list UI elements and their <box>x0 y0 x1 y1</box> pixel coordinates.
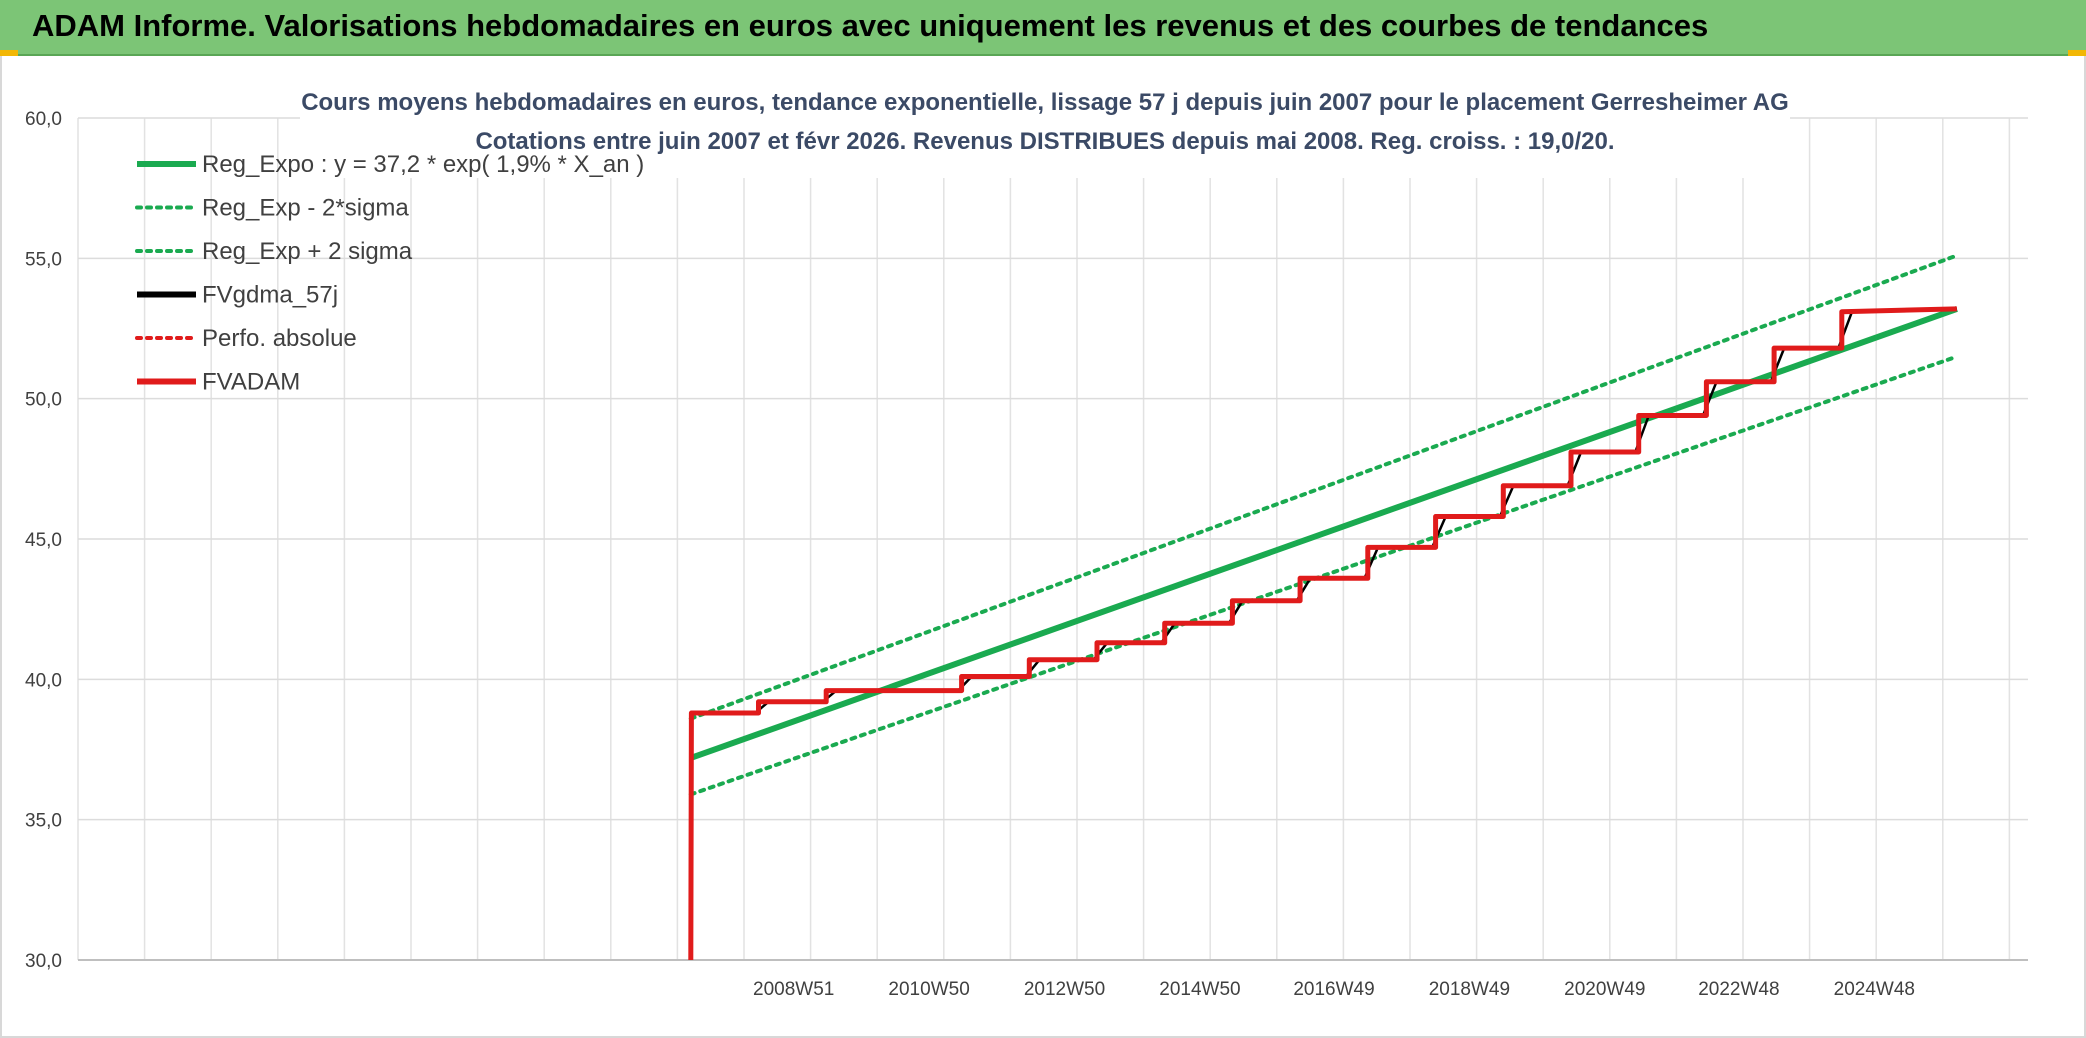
x-axis-ticks: 2008W51 2010W50 2012W50 2014W50 2016W49 2018W… <box>753 979 1915 1000</box>
x-tick-label: 2012W50 <box>1024 979 1105 1000</box>
chart-title: Cours moyens hebdomadaires en euros, ten… <box>301 89 1789 116</box>
y-tick-label: 55,0 <box>25 249 62 270</box>
legend-label: FVADAM <box>202 369 300 396</box>
chart-area: 30,0 35,0 40,0 45,0 50,0 55,0 60,0 2008W51 2010… <box>25 78 2028 1000</box>
x-tick-label: 2020W49 <box>1564 979 1645 1000</box>
x-tick-label: 2008W51 <box>753 979 834 1000</box>
series-line <box>688 253 1959 721</box>
frame-right <box>2084 56 2086 1038</box>
y-tick-label: 60,0 <box>25 109 62 130</box>
chart-subtitle: Cotations entre juin 2007 et févr 2026. … <box>475 128 1614 155</box>
header-banner: ADAM Informe. Valorisations hebdomadaire… <box>0 0 2086 56</box>
y-axis-ticks: 30,0 35,0 40,0 45,0 50,0 55,0 60,0 <box>25 109 62 972</box>
legend-label: FVgdma_57j <box>202 282 338 309</box>
y-tick-label: 40,0 <box>25 670 62 691</box>
corner-marker-left <box>0 50 18 56</box>
chart-series <box>688 253 1959 961</box>
legend-label: Reg_Expo : y = 37,2 * exp( 1,9% * X_an ) <box>202 151 644 178</box>
legend-label: Reg_Exp + 2 sigma <box>202 238 413 265</box>
legend-label: Reg_Exp - 2*sigma <box>202 195 409 222</box>
x-tick-label: 2018W49 <box>1429 979 1510 1000</box>
x-tick-label: 2024W48 <box>1834 979 1915 1000</box>
x-tick-label: 2022W48 <box>1698 979 1779 1000</box>
frame-left <box>0 56 2 1038</box>
series-line <box>688 354 1959 797</box>
series-line <box>688 306 1957 961</box>
y-tick-label: 45,0 <box>25 530 62 551</box>
corner-marker-right <box>2068 50 2086 56</box>
chart-legend: Reg_Expo : y = 37,2 * exp( 1,9% * X_an )… <box>135 151 644 396</box>
page-title: ADAM Informe. Valorisations hebdomadaire… <box>32 8 1709 43</box>
title-background <box>300 78 1790 178</box>
frame-bottom <box>0 1036 2086 1038</box>
series-line <box>689 307 1957 961</box>
y-tick-label: 30,0 <box>25 951 62 972</box>
legend-label: Perfo. absolue <box>202 325 357 352</box>
y-tick-label: 35,0 <box>25 811 62 832</box>
y-tick-label: 50,0 <box>25 390 62 411</box>
x-tick-label: 2016W49 <box>1293 979 1374 1000</box>
x-tick-label: 2010W50 <box>888 979 969 1000</box>
x-tick-label: 2014W50 <box>1159 979 1240 1000</box>
